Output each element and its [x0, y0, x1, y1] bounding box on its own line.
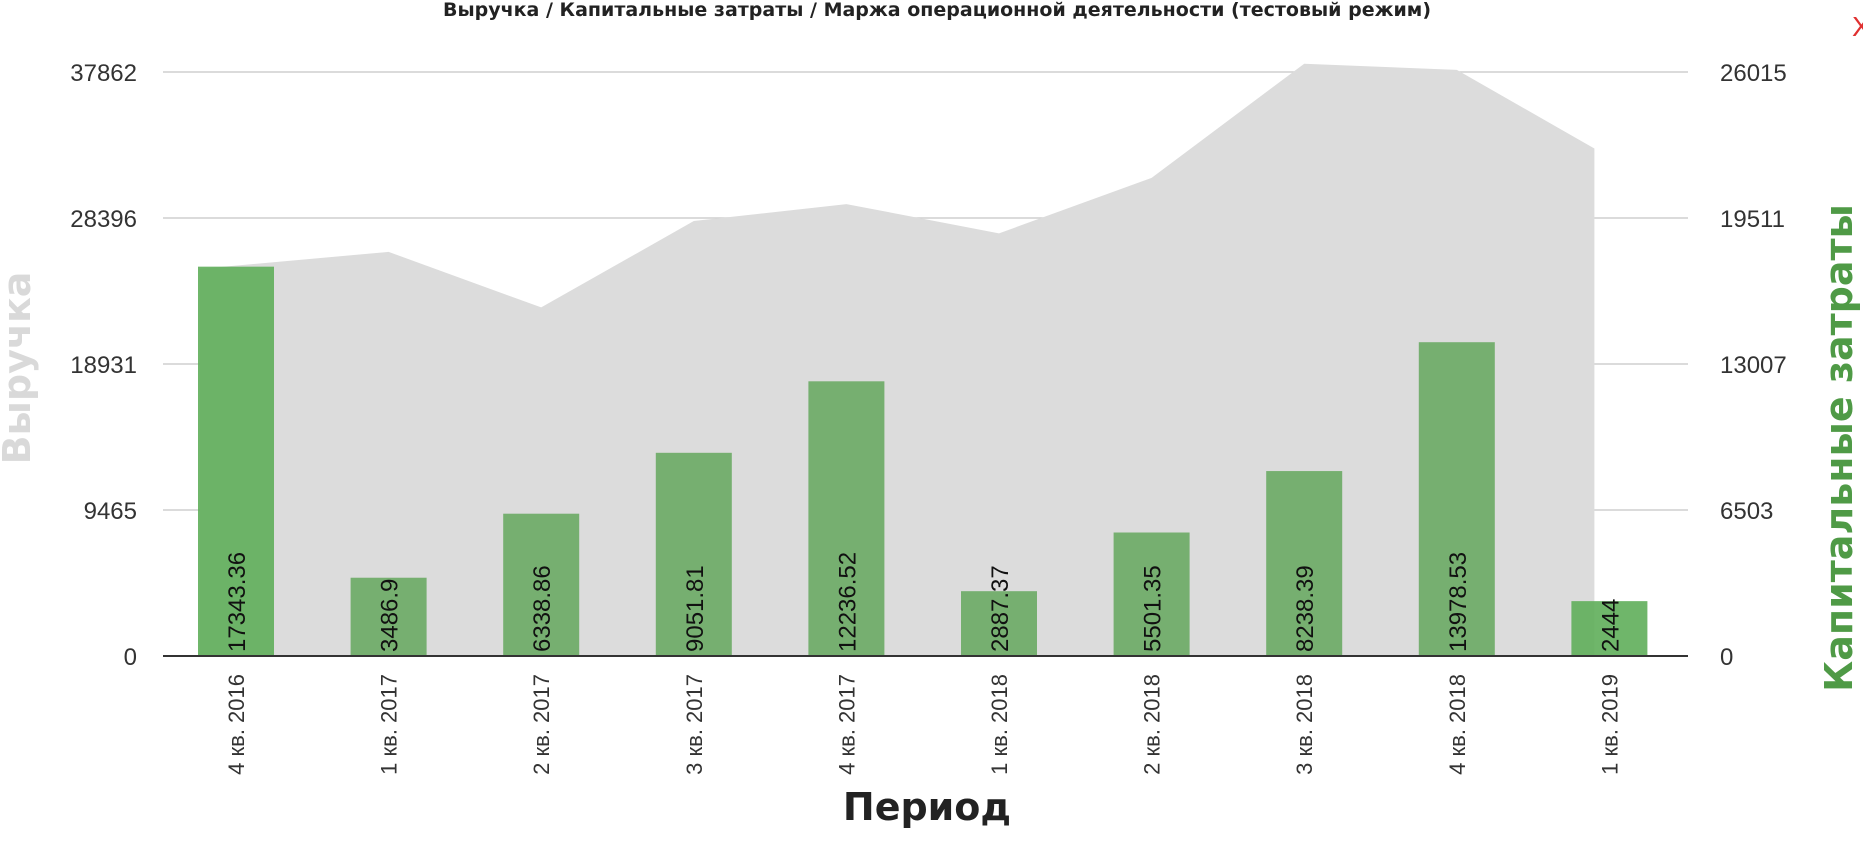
x-tick-label: 1 кв. 2017 — [377, 674, 402, 775]
capex-bar — [198, 266, 274, 656]
x-tick-label: 2 кв. 2017 — [529, 674, 554, 775]
bar-value-label: 9051.81 — [682, 565, 709, 652]
bar-value-label: 8238.39 — [1292, 565, 1319, 652]
left-axis-ticks: 0 9465 18931 28396 37862 — [70, 60, 137, 671]
right-tick-label: 19511 — [1720, 206, 1785, 233]
x-tick-label: 1 кв. 2019 — [1597, 674, 1622, 775]
bar-value-label: 3486.9 — [377, 579, 404, 652]
capex-bar-series — [198, 266, 1648, 656]
capex-bar — [350, 577, 427, 656]
right-axis-label: Капитальные затраты — [1817, 204, 1861, 692]
capex-bar — [503, 513, 580, 656]
x-tick-label: 2 кв. 2018 — [1140, 674, 1165, 775]
bar-value-label: 2444 — [1597, 599, 1624, 652]
right-tick-label: 13007 — [1720, 352, 1787, 379]
capex-bar — [808, 381, 885, 656]
left-tick-label: 28396 — [70, 206, 137, 233]
capex-bar — [655, 452, 732, 656]
close-icon[interactable]: X — [1852, 11, 1863, 42]
bar-value-label: 5501.35 — [1140, 565, 1167, 652]
x-axis-label: Период — [843, 785, 1011, 829]
bar-value-labels: 17343.36 3486.9 6338.86 9051.81 12236.52 2887… — [224, 552, 1624, 652]
right-tick-label: 0 — [1720, 644, 1733, 671]
bar-value-label: 6338.86 — [529, 565, 556, 652]
x-axis-ticks: 4 кв. 2016 1 кв. 2017 2 кв. 2017 3 кв. 2017… — [224, 674, 1622, 775]
capex-bar — [1266, 471, 1343, 656]
right-tick-label: 26015 — [1720, 60, 1787, 87]
x-tick-label: 3 кв. 2018 — [1292, 674, 1317, 775]
capex-bar — [1113, 532, 1190, 656]
chart-title: Выручка / Капитальные затраты / Маржа оп… — [443, 0, 1431, 21]
left-tick-label: 9465 — [84, 498, 137, 525]
capex-bar — [1418, 342, 1495, 656]
bar-value-label: 13978.53 — [1445, 552, 1472, 652]
left-tick-label: 18931 — [70, 352, 137, 379]
bar-value-label: 12236.52 — [834, 552, 861, 652]
x-tick-label: 3 кв. 2017 — [682, 674, 707, 775]
revenue-area-series — [200, 63, 1595, 656]
capex-bar — [961, 591, 1037, 656]
left-tick-label: 37862 — [70, 60, 137, 87]
capex-bar — [1571, 601, 1648, 656]
x-tick-label: 1 кв. 2018 — [987, 674, 1012, 775]
bar-value-label: 17343.36 — [224, 552, 251, 652]
x-tick-label: 4 кв. 2018 — [1445, 674, 1470, 775]
right-tick-label: 6503 — [1720, 498, 1773, 525]
left-axis-label: Выручка — [0, 272, 39, 465]
right-axis-ticks: 0 6503 13007 19511 26015 — [1720, 60, 1787, 671]
revenue-area — [200, 63, 1595, 656]
x-tick-label: 4 кв. 2017 — [834, 674, 859, 775]
left-tick-label: 0 — [124, 644, 137, 671]
x-tick-label: 4 кв. 2016 — [224, 674, 249, 775]
bar-value-label: 2887.37 — [987, 565, 1014, 652]
